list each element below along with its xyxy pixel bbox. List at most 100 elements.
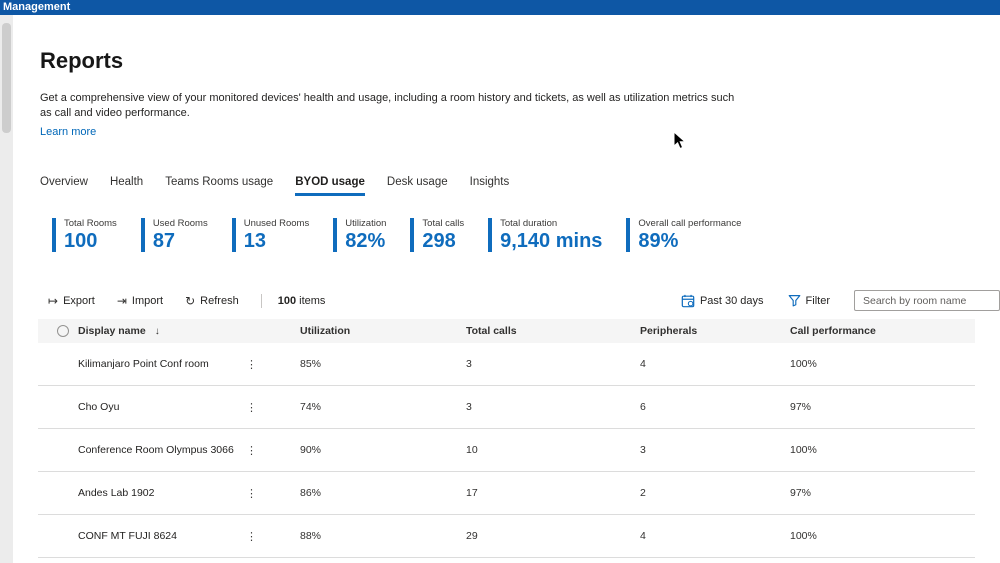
page-title: Reports: [40, 48, 124, 73]
filter-button[interactable]: Filter: [788, 294, 830, 307]
utilization-value: 86%: [300, 487, 322, 499]
room-name: Cho Oyu: [78, 401, 120, 413]
import-label: Import: [131, 294, 164, 307]
peripherals-value: 3: [640, 444, 646, 456]
main-panel: Reports Get a comprehensive view of your…: [13, 15, 1000, 563]
peripherals-value: 4: [640, 358, 646, 370]
select-all-checkbox[interactable]: [57, 325, 69, 337]
total-calls-value: 10: [466, 444, 478, 456]
import-button[interactable]: ⇥ Import: [117, 295, 163, 307]
kpi-unused-rooms: Unused Rooms 13: [231, 218, 310, 252]
table-row[interactable]: CONF MT FUJI 8624 ⋮ 88% 29 4 100%: [38, 515, 975, 558]
refresh-label: Refresh: [200, 294, 239, 307]
date-range-button[interactable]: Past 30 days: [681, 294, 764, 308]
column-header-display-name[interactable]: Display name ↓: [78, 325, 246, 337]
kpi-overall-call-performance: Overall call performance 89%: [626, 218, 741, 252]
call-performance-value: 97%: [790, 487, 812, 499]
kpi-value: 82%: [345, 230, 386, 252]
column-header-utilization[interactable]: Utilization: [300, 325, 351, 337]
report-tabs: Overview Health Teams Rooms usage BYOD u…: [40, 176, 1000, 196]
utilization-value: 85%: [300, 358, 322, 370]
kpi-value: 87: [152, 230, 176, 252]
kpi-utilization: Utilization 82%: [333, 218, 386, 252]
left-scrollbar-track[interactable]: [0, 15, 13, 563]
tab-overview[interactable]: Overview: [40, 176, 88, 188]
date-range-label: Past 30 days: [699, 294, 764, 307]
tab-desk-usage[interactable]: Desk usage: [386, 176, 448, 188]
page-description: Get a comprehensive view of your monitor…: [40, 91, 1000, 121]
kpi-label: Total calls: [422, 218, 465, 229]
kpi-label: Total Rooms: [64, 218, 117, 229]
room-name: CONF MT FUJI 8624: [78, 530, 177, 542]
tab-insights[interactable]: Insights: [469, 176, 510, 188]
tab-health[interactable]: Health: [109, 176, 144, 188]
more-options-icon[interactable]: ⋮: [246, 444, 257, 457]
more-options-icon[interactable]: ⋮: [246, 530, 257, 543]
table-row[interactable]: Cho Oyu ⋮ 74% 3 6 97%: [38, 386, 975, 429]
refresh-icon: ↻: [185, 293, 196, 308]
kpi-label: Utilization: [345, 218, 387, 229]
total-calls-value: 3: [466, 358, 472, 370]
table-toolbar: ↦ Export ⇥ Import ↻ Refresh 100 items: [48, 290, 1000, 311]
kpi-total-calls: Total calls 298: [410, 218, 464, 252]
search-input[interactable]: [854, 290, 1000, 311]
peripherals-value: 4: [640, 530, 646, 542]
utilization-value: 88%: [300, 530, 322, 542]
toolbar-divider: [260, 293, 262, 308]
table-row[interactable]: Kilimanjaro Point Conf room ⋮ 85% 3 4 10…: [38, 343, 975, 386]
sort-descending-icon: ↓: [154, 326, 160, 337]
call-performance-value: 100%: [790, 530, 817, 542]
kpi-value: 9,140 mins: [500, 230, 603, 252]
kpi-used-rooms: Used Rooms 87: [140, 218, 208, 252]
more-options-icon[interactable]: ⋮: [246, 487, 257, 500]
export-label: Export: [63, 294, 95, 307]
kpi-summary-row: Total Rooms 100 Used Rooms 87 Unused Roo…: [52, 218, 1000, 252]
rooms-table: Display name ↓ Utilization Total calls Pe…: [38, 319, 975, 558]
call-performance-value: 100%: [790, 444, 817, 456]
utilization-value: 90%: [300, 444, 322, 456]
column-header-call-performance[interactable]: Call performance: [790, 325, 876, 337]
items-count-label: items: [296, 294, 326, 307]
kpi-label: Total duration: [500, 218, 558, 229]
import-icon: ⇥: [116, 293, 127, 308]
toolbar-right-group: Past 30 days Filter: [681, 290, 1000, 311]
more-options-icon[interactable]: ⋮: [246, 358, 257, 371]
table-header-row: Display name ↓ Utilization Total calls Pe…: [38, 319, 975, 343]
call-performance-value: 97%: [790, 401, 812, 413]
room-name: Conference Room Olympus 3066: [78, 444, 234, 456]
utilization-value: 74%: [300, 401, 322, 413]
kpi-value: 100: [64, 230, 98, 252]
filter-label: Filter: [805, 294, 830, 307]
peripherals-value: 6: [640, 401, 646, 413]
calendar-icon: [681, 294, 695, 307]
table-row[interactable]: Conference Room Olympus 3066 ⋮ 90% 10 3 …: [38, 429, 975, 472]
export-icon: ↦: [48, 293, 59, 308]
export-button[interactable]: ↦ Export: [48, 295, 95, 307]
kpi-label: Unused Rooms: [243, 218, 310, 229]
refresh-button[interactable]: ↻ Refresh: [185, 295, 239, 307]
app-title: Management: [3, 1, 71, 13]
total-calls-value: 29: [466, 530, 478, 542]
kpi-total-duration: Total duration 9,140 mins: [488, 218, 602, 252]
filter-icon: [788, 295, 800, 307]
tab-byod-usage[interactable]: BYOD usage: [295, 176, 365, 196]
description-line-2: as call and video performance.: [40, 107, 190, 119]
description-line-1: Get a comprehensive view of your monitor…: [40, 92, 735, 104]
table-row[interactable]: Andes Lab 1902 ⋮ 86% 17 2 97%: [38, 472, 975, 515]
total-calls-value: 17: [466, 487, 478, 499]
column-header-peripherals[interactable]: Peripherals: [640, 325, 698, 337]
items-count: 100 items: [278, 295, 326, 307]
app-top-bar: Management: [0, 0, 1000, 15]
learn-more-link[interactable]: Learn more: [40, 126, 97, 138]
kpi-label: Overall call performance: [638, 218, 742, 229]
total-calls-value: 3: [466, 401, 472, 413]
tab-teams-rooms-usage[interactable]: Teams Rooms usage: [165, 176, 274, 188]
column-header-total-calls[interactable]: Total calls: [466, 325, 517, 337]
more-options-icon[interactable]: ⋮: [246, 401, 257, 414]
items-count-number: 100: [277, 294, 297, 307]
room-name: Andes Lab 1902: [78, 487, 155, 499]
scrollbar-thumb[interactable]: [2, 23, 11, 133]
kpi-value: 298: [422, 230, 456, 252]
peripherals-value: 2: [640, 487, 646, 499]
kpi-total-rooms: Total Rooms 100: [52, 218, 117, 252]
